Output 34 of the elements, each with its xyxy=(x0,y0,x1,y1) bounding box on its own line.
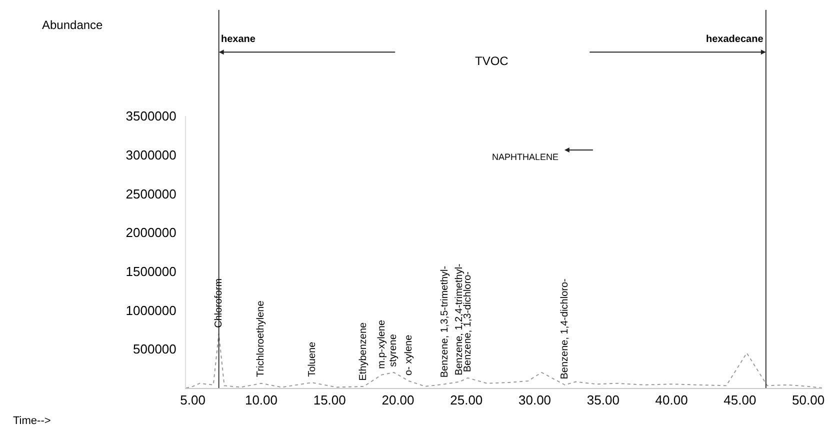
y-tick-label: 500000 xyxy=(133,342,176,357)
x-tick-label: 35.00 xyxy=(586,392,620,408)
annotation: Chloroform xyxy=(214,278,225,328)
annotation: m.p-xylene xyxy=(376,320,388,369)
annotation: NAPHTHALENE xyxy=(492,152,559,162)
annotation: styrene xyxy=(388,334,399,367)
x-tick-label: 5.00 xyxy=(180,392,206,408)
x-tick-label: 30.00 xyxy=(518,392,552,408)
x-tick-label: 45.00 xyxy=(724,392,756,408)
text: TVOC xyxy=(475,54,509,68)
annotation: Benzene, 1,3-dichloro- xyxy=(462,272,474,372)
y-tick-label: 1500000 xyxy=(126,264,176,279)
x-tick-label: 25.00 xyxy=(450,392,483,408)
ref-line-label: hexadecane xyxy=(706,34,764,45)
annotation: Benzene, 1,2,4-trimethyl- xyxy=(454,264,465,376)
y-tick-label: 2500000 xyxy=(126,186,176,202)
y-tick-label: 2000000 xyxy=(126,225,176,240)
annotation: Toluene xyxy=(306,341,318,377)
y-tick-label: 1000000 xyxy=(126,302,176,318)
x-tick-label: 10.00 xyxy=(244,392,278,408)
x-tick-label: 50.00 xyxy=(792,392,825,408)
annotation: Ethybenzene xyxy=(358,322,369,381)
text: Time--> xyxy=(13,415,51,427)
text: Abundance xyxy=(42,18,104,32)
annotation: Trichloroethylene xyxy=(255,300,266,378)
ref-line-label: hexane xyxy=(221,34,256,45)
y-tick-label: 3000000 xyxy=(126,147,176,162)
annotation: Benzene, 1,4-dichloro- xyxy=(559,278,570,380)
y-tick-label: 3500000 xyxy=(126,108,176,124)
x-tick-label: 40.00 xyxy=(655,392,688,408)
x-tick-label: 20.00 xyxy=(382,392,414,408)
annotation: o- xylene xyxy=(403,334,414,376)
x-tick-label: 15.00 xyxy=(313,392,346,408)
annotation: Benzene, 1,3,5-trimethyl- xyxy=(439,266,450,378)
